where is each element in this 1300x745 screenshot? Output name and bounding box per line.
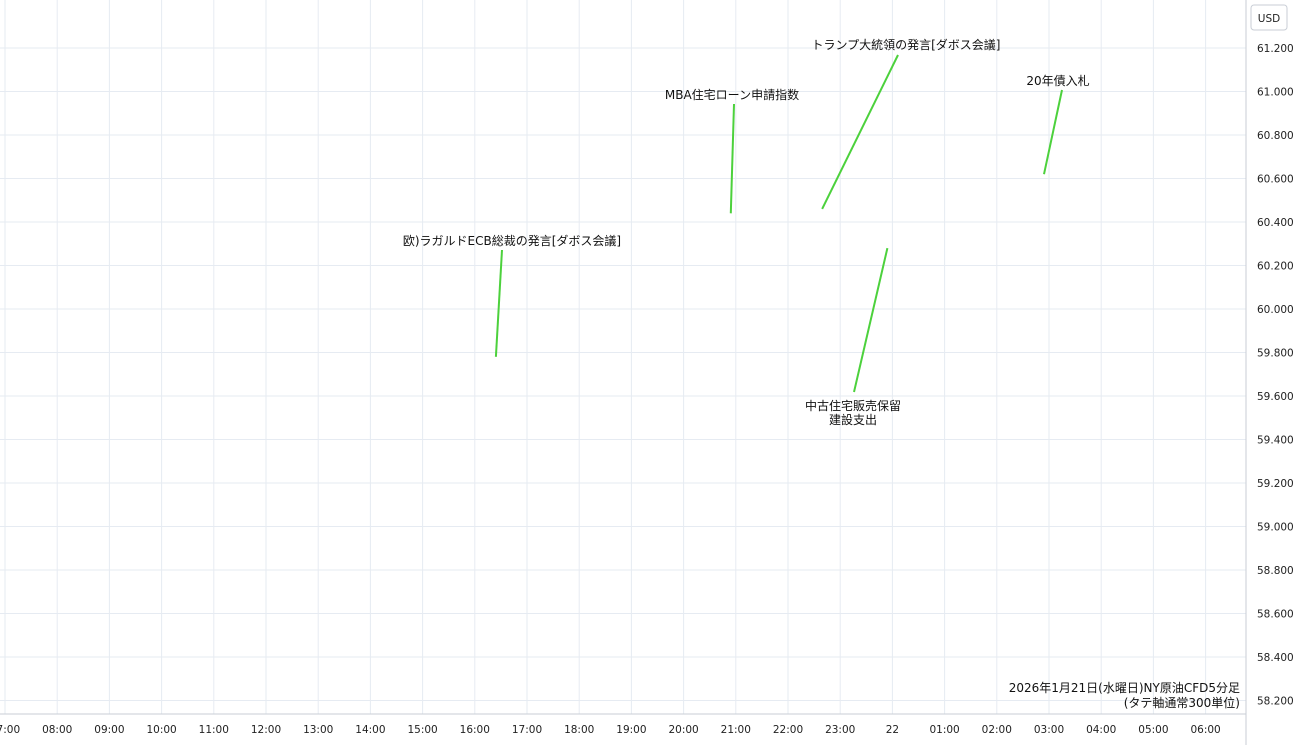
time-tick-label: 15:00	[407, 724, 437, 736]
time-tick-label: 13:00	[303, 724, 333, 736]
time-tick-label: 20:00	[668, 724, 698, 736]
currency-label-box	[1250, 4, 1288, 31]
chart-grid	[0, 0, 1246, 714]
time-tick-label: 16:00	[460, 724, 490, 736]
time-tick-label: 01:00	[929, 724, 959, 736]
time-tick-label: 11:00	[199, 724, 229, 736]
time-tick-label: 12:00	[251, 724, 281, 736]
time-tick-label: 23:00	[825, 724, 855, 736]
time-tick-label: 08:00	[42, 724, 72, 736]
annotation-connector-line	[853, 247, 889, 393]
time-tick-label: 05:00	[1138, 724, 1168, 736]
price-tick-label: 61.000	[1257, 87, 1294, 99]
price-tick-label: 59.400	[1257, 435, 1294, 447]
annotation-connector-line	[821, 54, 899, 210]
price-tick-label: 58.600	[1257, 609, 1294, 621]
time-tick-label: 19:00	[616, 724, 646, 736]
event-annotations: 欧)ラガルドECB総裁の発言[ダボス会議] MBA住宅ローン申請指数 トランプ大統領…	[403, 37, 1090, 427]
price-tick-label: 59.600	[1257, 391, 1294, 403]
price-tick-label: 61.200	[1257, 43, 1294, 55]
time-tick-label: 04:00	[1086, 724, 1116, 736]
price-tick-label: 60.600	[1257, 174, 1294, 186]
annotation-label: MBA住宅ローン申請指数	[665, 87, 799, 102]
time-tick-label: 10:00	[146, 724, 176, 736]
time-tick-label: 22:00	[773, 724, 803, 736]
price-tick-label: 58.400	[1257, 652, 1294, 664]
time-tick-label: 07:00	[0, 724, 20, 736]
price-tick-label: 60.800	[1257, 130, 1294, 142]
price-tick-label: 59.800	[1257, 348, 1294, 360]
time-tick-label: 03:00	[1034, 724, 1064, 736]
annotation-label: トランプ大統領の発言[ダボス会議]	[811, 37, 1000, 52]
time-tick-label: 17:00	[512, 724, 542, 736]
price-tick-label: 60.200	[1257, 261, 1294, 273]
chart-caption-line-2: (タテ軸通常300単位)	[1124, 695, 1240, 710]
price-tick-label: 58.200	[1257, 696, 1294, 708]
time-tick-label: 14:00	[355, 724, 385, 736]
price-tick-label: 58.800	[1257, 565, 1294, 577]
annotation-label: 20年債入札	[1026, 73, 1089, 88]
annotation-connector-line	[1043, 89, 1063, 175]
currency-label: USD	[1258, 13, 1280, 25]
time-tick-label: 06:00	[1190, 724, 1220, 736]
price-tick-label: 60.400	[1257, 217, 1294, 229]
price-tick-label: 59.000	[1257, 522, 1294, 534]
time-tick-label: 02:00	[982, 724, 1012, 736]
time-tick-label: 09:00	[94, 724, 124, 736]
annotation-label: 建設支出	[829, 412, 877, 427]
time-tick-label: 21:00	[721, 724, 751, 736]
annotation-connector-line	[494, 249, 503, 357]
time-tick-label: 22	[886, 724, 899, 736]
annotation-label: 欧)ラガルドECB総裁の発言[ダボス会議]	[403, 233, 621, 248]
chart-caption-line-1: 2026年1月21日(水曜日)NY原油CFD5分足	[1009, 681, 1240, 695]
time-tick-label: 18:00	[564, 724, 594, 736]
annotation-connector-line	[729, 103, 735, 214]
price-tick-label: 59.200	[1257, 478, 1294, 490]
price-tick-label: 60.000	[1257, 304, 1294, 316]
annotation-label: 中古住宅販売保留	[805, 398, 901, 413]
